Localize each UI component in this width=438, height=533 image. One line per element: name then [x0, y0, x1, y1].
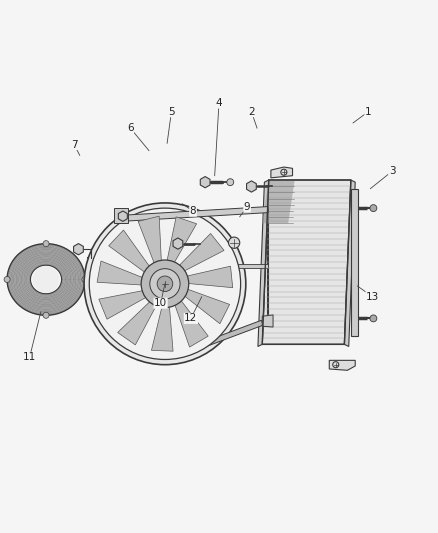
Circle shape: [227, 179, 234, 185]
Circle shape: [141, 260, 189, 308]
Polygon shape: [262, 180, 351, 344]
Polygon shape: [121, 207, 268, 221]
Polygon shape: [118, 211, 127, 221]
Circle shape: [33, 266, 59, 293]
Polygon shape: [258, 180, 269, 346]
Polygon shape: [344, 180, 355, 346]
Circle shape: [82, 277, 88, 282]
Text: 11: 11: [23, 352, 36, 362]
Circle shape: [157, 276, 173, 292]
Polygon shape: [177, 266, 233, 288]
Circle shape: [370, 315, 377, 322]
Polygon shape: [247, 181, 256, 192]
Polygon shape: [126, 264, 268, 268]
Circle shape: [281, 169, 287, 175]
Polygon shape: [114, 207, 128, 223]
Polygon shape: [172, 293, 208, 347]
Polygon shape: [152, 296, 173, 351]
Text: 6: 6: [127, 123, 134, 133]
Polygon shape: [202, 320, 263, 348]
Polygon shape: [172, 233, 224, 276]
Polygon shape: [97, 261, 152, 286]
Circle shape: [89, 208, 240, 359]
Text: 9: 9: [244, 202, 251, 212]
Circle shape: [150, 269, 180, 299]
Text: 2: 2: [248, 107, 255, 117]
Circle shape: [229, 237, 240, 248]
Polygon shape: [165, 217, 197, 271]
Text: 1: 1: [365, 107, 371, 117]
Polygon shape: [173, 238, 183, 249]
Polygon shape: [99, 289, 155, 319]
Circle shape: [43, 312, 49, 318]
Polygon shape: [118, 295, 161, 345]
Text: 7: 7: [71, 140, 78, 150]
Polygon shape: [74, 244, 83, 255]
Text: 8: 8: [190, 206, 196, 216]
Polygon shape: [271, 167, 293, 178]
Polygon shape: [109, 230, 155, 278]
Polygon shape: [200, 176, 210, 188]
Text: 10: 10: [154, 298, 167, 308]
Polygon shape: [262, 180, 295, 223]
Polygon shape: [262, 315, 273, 327]
Text: 3: 3: [389, 166, 395, 176]
Text: 5: 5: [168, 107, 175, 117]
Polygon shape: [7, 244, 85, 316]
Polygon shape: [351, 189, 358, 336]
Polygon shape: [329, 360, 355, 370]
Circle shape: [4, 277, 10, 282]
Circle shape: [43, 240, 49, 247]
Polygon shape: [177, 286, 230, 324]
Text: 12: 12: [184, 313, 198, 324]
Text: 13: 13: [366, 292, 379, 302]
Text: 4: 4: [215, 98, 223, 108]
Polygon shape: [138, 216, 162, 272]
Circle shape: [84, 203, 246, 365]
Circle shape: [370, 205, 377, 212]
Circle shape: [333, 361, 339, 368]
Circle shape: [161, 279, 169, 288]
